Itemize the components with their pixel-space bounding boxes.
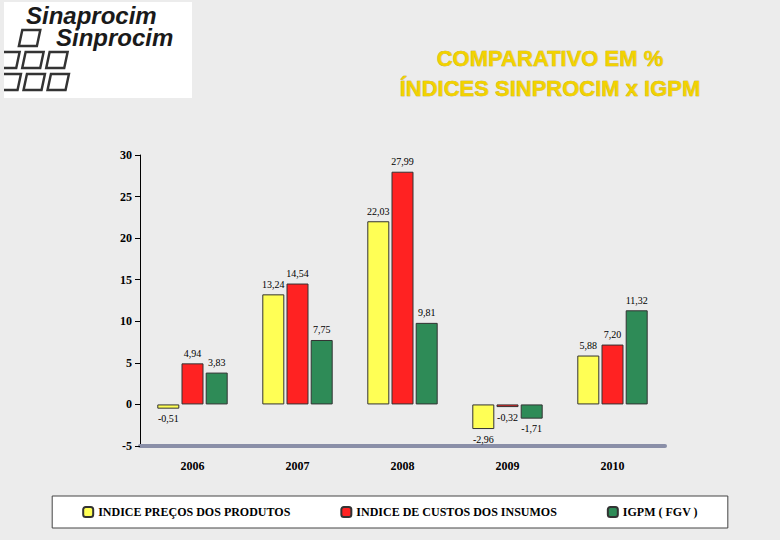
svg-text:14,54: 14,54 <box>286 268 309 279</box>
html-text:Sinaprocim: Sinaprocim <box>26 2 157 29</box>
svg-text:-0,51: -0,51 <box>158 413 179 424</box>
svg-text:3,83: 3,83 <box>208 357 226 368</box>
svg-text:11,32: 11,32 <box>626 295 648 306</box>
svg-text:15: 15 <box>120 273 132 287</box>
svg-text:0: 0 <box>126 397 132 411</box>
svg-text:INDICE DE CUSTOS DOS INSUMOS: INDICE DE CUSTOS DOS INSUMOS <box>356 505 557 519</box>
svg-text:22,03: 22,03 <box>367 206 390 217</box>
svg-text:2007: 2007 <box>286 459 310 473</box>
svg-text:2008: 2008 <box>391 459 415 473</box>
svg-text:-5: -5 <box>122 439 132 453</box>
svg-text:5: 5 <box>126 356 132 370</box>
svg-text:2009: 2009 <box>496 459 520 473</box>
html-text:Sinprocim: Sinprocim <box>56 24 174 51</box>
svg-text:2006: 2006 <box>181 459 205 473</box>
svg-text:25: 25 <box>120 190 132 204</box>
svg-text:-1,71: -1,71 <box>521 423 542 434</box>
svg-text:COMPARATIVO EM %: COMPARATIVO EM % <box>437 46 664 71</box>
svg-text:ÍNDICES SINPROCIM x IGPM: ÍNDICES SINPROCIM x IGPM <box>400 76 701 101</box>
svg-text:7,20: 7,20 <box>604 329 622 340</box>
svg-text:INDICE PREÇOS DOS PRODUTOS: INDICE PREÇOS DOS PRODUTOS <box>98 505 290 519</box>
svg-text:9,81: 9,81 <box>418 307 436 318</box>
svg-text:5,88: 5,88 <box>580 340 598 351</box>
svg-text:-2,96: -2,96 <box>473 434 494 445</box>
svg-text:20: 20 <box>120 231 132 245</box>
svg-text:13,24: 13,24 <box>262 279 285 290</box>
svg-text:4,94: 4,94 <box>184 348 202 359</box>
svg-text:30: 30 <box>120 148 132 162</box>
svg-text:27,99: 27,99 <box>391 156 414 167</box>
svg-text:10: 10 <box>120 314 132 328</box>
svg-text:-0,32: -0,32 <box>497 412 518 423</box>
svg-text:7,75: 7,75 <box>313 324 331 335</box>
svg-text:IGPM ( FGV ): IGPM ( FGV ) <box>623 505 698 519</box>
svg-text:2010: 2010 <box>601 459 625 473</box>
